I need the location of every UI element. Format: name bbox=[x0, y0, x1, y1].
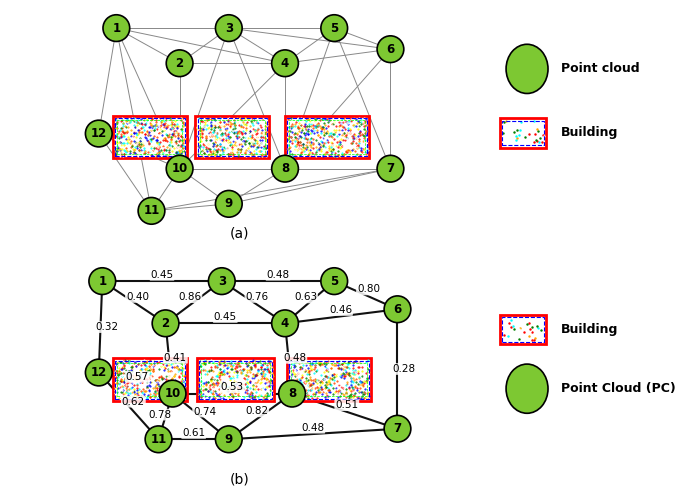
Text: 12: 12 bbox=[91, 127, 107, 140]
Circle shape bbox=[279, 380, 305, 407]
Text: 0.74: 0.74 bbox=[193, 406, 216, 417]
Text: 0.76: 0.76 bbox=[245, 292, 268, 302]
FancyBboxPatch shape bbox=[500, 315, 546, 344]
Text: 0.78: 0.78 bbox=[148, 409, 171, 420]
Circle shape bbox=[85, 120, 112, 147]
Circle shape bbox=[321, 268, 347, 295]
Circle shape bbox=[103, 15, 130, 41]
Text: 0.86: 0.86 bbox=[178, 292, 201, 302]
Text: 6: 6 bbox=[387, 43, 394, 56]
Text: 8: 8 bbox=[288, 387, 296, 400]
Text: 3: 3 bbox=[225, 22, 233, 34]
Text: 2: 2 bbox=[161, 317, 170, 330]
Text: 5: 5 bbox=[330, 275, 338, 288]
Text: 0.40: 0.40 bbox=[126, 292, 149, 302]
Text: 0.46: 0.46 bbox=[329, 305, 352, 315]
Text: 3: 3 bbox=[217, 275, 226, 288]
Text: Point Cloud (PC): Point Cloud (PC) bbox=[561, 382, 675, 395]
Text: 0.80: 0.80 bbox=[357, 284, 380, 294]
Circle shape bbox=[89, 268, 115, 295]
Text: 0.82: 0.82 bbox=[245, 406, 268, 416]
Text: 11: 11 bbox=[150, 433, 166, 446]
Circle shape bbox=[85, 359, 112, 386]
Text: Building: Building bbox=[561, 323, 618, 336]
Text: 0.48: 0.48 bbox=[266, 270, 289, 280]
Text: (a): (a) bbox=[229, 227, 249, 241]
Circle shape bbox=[506, 364, 548, 413]
Circle shape bbox=[215, 15, 242, 41]
Circle shape bbox=[159, 380, 186, 407]
Text: 0.45: 0.45 bbox=[214, 312, 237, 322]
FancyBboxPatch shape bbox=[287, 359, 371, 400]
Text: 0.63: 0.63 bbox=[294, 292, 317, 303]
Circle shape bbox=[215, 190, 242, 217]
FancyBboxPatch shape bbox=[197, 359, 275, 400]
Circle shape bbox=[506, 44, 548, 93]
Text: 0.32: 0.32 bbox=[95, 322, 118, 332]
FancyBboxPatch shape bbox=[196, 116, 269, 158]
Text: 7: 7 bbox=[387, 162, 394, 175]
Text: 12: 12 bbox=[91, 366, 107, 379]
Text: 0.48: 0.48 bbox=[301, 423, 324, 432]
Text: 10: 10 bbox=[171, 162, 188, 175]
Text: 10: 10 bbox=[164, 387, 181, 400]
Circle shape bbox=[384, 296, 411, 323]
Text: (b): (b) bbox=[229, 473, 250, 487]
Text: 5: 5 bbox=[330, 22, 338, 34]
Circle shape bbox=[321, 15, 347, 41]
Text: 9: 9 bbox=[224, 433, 233, 446]
Text: 0.57: 0.57 bbox=[126, 372, 149, 382]
Circle shape bbox=[377, 155, 404, 182]
Circle shape bbox=[166, 155, 193, 182]
Circle shape bbox=[145, 426, 172, 453]
Circle shape bbox=[215, 426, 242, 453]
Text: 0.62: 0.62 bbox=[122, 397, 145, 407]
Text: 0.41: 0.41 bbox=[164, 353, 187, 363]
Text: Building: Building bbox=[561, 126, 618, 139]
Circle shape bbox=[272, 310, 298, 337]
Text: 4: 4 bbox=[281, 317, 289, 330]
Text: 9: 9 bbox=[224, 197, 233, 210]
Text: 1: 1 bbox=[99, 275, 106, 288]
Circle shape bbox=[152, 310, 179, 337]
Text: Point cloud: Point cloud bbox=[561, 62, 639, 75]
Text: 0.61: 0.61 bbox=[182, 428, 206, 438]
Text: 1: 1 bbox=[113, 22, 120, 34]
FancyBboxPatch shape bbox=[285, 116, 369, 158]
Text: 6: 6 bbox=[394, 303, 402, 316]
Text: 0.51: 0.51 bbox=[336, 400, 359, 410]
Circle shape bbox=[377, 36, 404, 62]
Text: 4: 4 bbox=[281, 57, 289, 70]
Text: 0.45: 0.45 bbox=[150, 270, 173, 280]
Text: 0.53: 0.53 bbox=[221, 382, 244, 392]
Text: 7: 7 bbox=[394, 422, 401, 435]
FancyBboxPatch shape bbox=[113, 359, 187, 400]
Circle shape bbox=[384, 415, 411, 442]
Text: 0.48: 0.48 bbox=[283, 353, 306, 363]
Circle shape bbox=[138, 197, 165, 224]
Circle shape bbox=[208, 268, 235, 295]
Text: 2: 2 bbox=[175, 57, 184, 70]
FancyBboxPatch shape bbox=[500, 118, 546, 148]
Text: 0.28: 0.28 bbox=[392, 364, 415, 374]
FancyBboxPatch shape bbox=[113, 116, 187, 158]
Circle shape bbox=[272, 50, 298, 77]
Circle shape bbox=[166, 50, 193, 77]
Text: 8: 8 bbox=[281, 162, 289, 175]
Text: 11: 11 bbox=[143, 204, 159, 217]
Circle shape bbox=[272, 155, 298, 182]
